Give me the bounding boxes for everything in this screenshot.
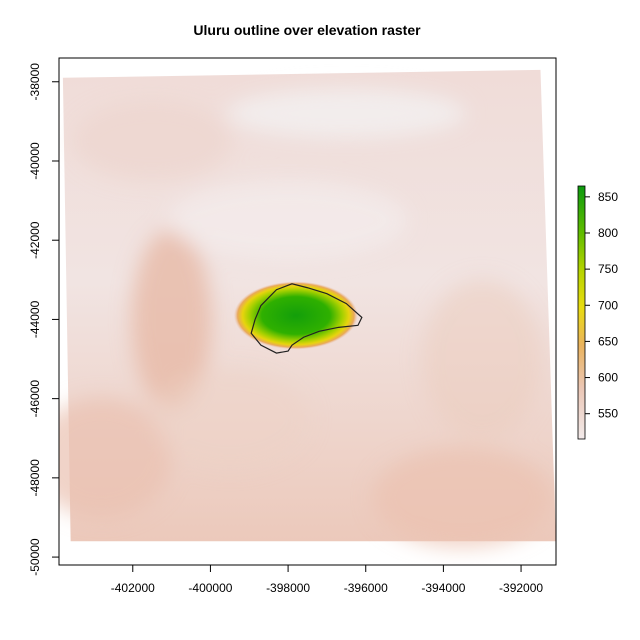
raster-texture-patch xyxy=(131,229,212,410)
legend-tick-label: 600 xyxy=(598,371,618,385)
chart-title: Uluru outline over elevation raster xyxy=(193,22,421,38)
y-tick-label: -40000 xyxy=(28,142,42,180)
legend-tick-label: 750 xyxy=(598,262,618,276)
raster-texture-patch xyxy=(168,180,409,261)
raster-texture xyxy=(59,88,553,548)
x-tick-label: -400000 xyxy=(188,581,232,595)
y-axis: -38000 -40000 -42000 -44000 -46000 -48000 -500… xyxy=(28,63,60,576)
y-tick-label: -48000 xyxy=(28,459,42,497)
raster-texture-patch xyxy=(372,447,553,548)
raster-texture-patch xyxy=(149,368,310,469)
raster-texture-patch xyxy=(72,101,233,182)
raster-texture-patch xyxy=(226,88,467,139)
y-tick-label: -46000 xyxy=(28,380,42,418)
uluru-outline xyxy=(250,283,363,354)
x-tick-label: -396000 xyxy=(344,581,388,595)
y-tick-label: -44000 xyxy=(28,300,42,338)
raster-texture-patch xyxy=(422,279,543,440)
raster-layer xyxy=(59,69,556,548)
legend-tick-label: 550 xyxy=(598,407,618,421)
x-axis: -402000 -400000 -398000 -396000 -394000 -3920… xyxy=(111,564,543,595)
raster-texture-patch xyxy=(59,398,172,519)
legend-colorbar xyxy=(577,185,586,440)
uluru-elevation-peak xyxy=(233,281,358,350)
y-tick-label: -38000 xyxy=(28,63,42,101)
legend-tick-label: 800 xyxy=(598,226,618,240)
x-tick-label: -402000 xyxy=(111,581,155,595)
x-tick-label: -398000 xyxy=(266,581,310,595)
legend-tick-label: 850 xyxy=(598,190,618,204)
legend-tick-label: 650 xyxy=(598,334,618,348)
y-tick-label: -50000 xyxy=(28,538,42,576)
x-tick-label: -392000 xyxy=(499,581,543,595)
x-tick-label: -394000 xyxy=(421,581,465,595)
legend-tick-label: 700 xyxy=(598,298,618,312)
y-tick-label: -42000 xyxy=(28,221,42,259)
elevation-legend: 550 600 650 700 750 800 850 xyxy=(577,185,618,440)
